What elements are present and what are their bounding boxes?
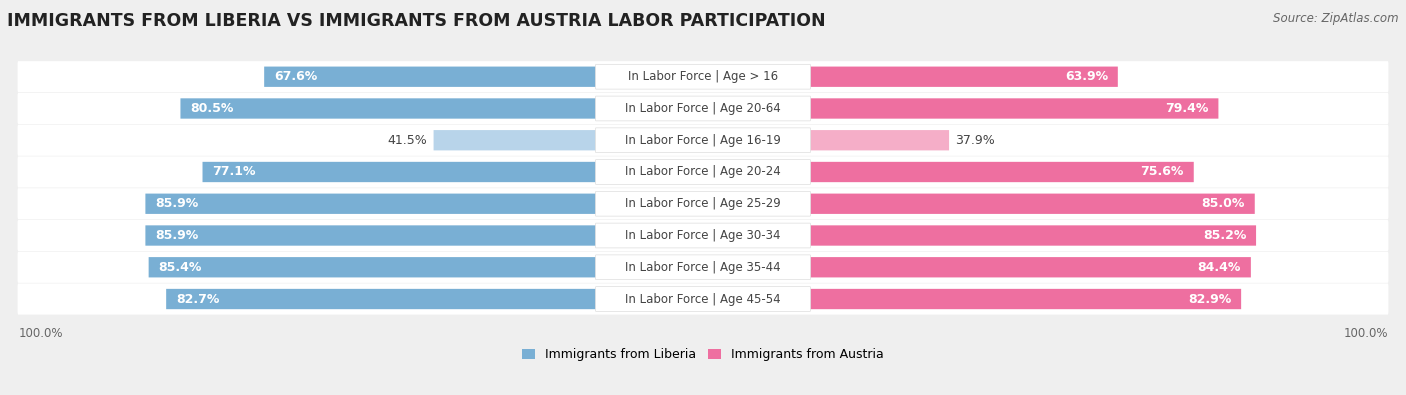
- Text: 85.0%: 85.0%: [1202, 197, 1244, 210]
- FancyBboxPatch shape: [595, 128, 811, 152]
- Text: 80.5%: 80.5%: [190, 102, 233, 115]
- FancyBboxPatch shape: [18, 220, 1388, 251]
- Text: 77.1%: 77.1%: [212, 166, 256, 179]
- Text: 100.0%: 100.0%: [1343, 327, 1388, 340]
- FancyBboxPatch shape: [595, 64, 811, 89]
- Text: In Labor Force | Age 45-54: In Labor Force | Age 45-54: [626, 293, 780, 305]
- FancyBboxPatch shape: [703, 194, 1254, 214]
- FancyBboxPatch shape: [18, 93, 1388, 124]
- FancyBboxPatch shape: [595, 223, 811, 248]
- FancyBboxPatch shape: [145, 194, 703, 214]
- Text: In Labor Force | Age 30-34: In Labor Force | Age 30-34: [626, 229, 780, 242]
- Text: 82.9%: 82.9%: [1188, 293, 1232, 305]
- FancyBboxPatch shape: [703, 257, 1251, 277]
- FancyBboxPatch shape: [595, 191, 811, 216]
- Text: In Labor Force | Age 16-19: In Labor Force | Age 16-19: [626, 134, 780, 147]
- Text: 85.4%: 85.4%: [159, 261, 202, 274]
- FancyBboxPatch shape: [18, 188, 1388, 219]
- Text: In Labor Force | Age > 16: In Labor Force | Age > 16: [628, 70, 778, 83]
- FancyBboxPatch shape: [703, 98, 1219, 118]
- Text: 75.6%: 75.6%: [1140, 166, 1184, 179]
- Text: 41.5%: 41.5%: [388, 134, 427, 147]
- FancyBboxPatch shape: [18, 252, 1388, 283]
- Legend: Immigrants from Liberia, Immigrants from Austria: Immigrants from Liberia, Immigrants from…: [522, 348, 884, 361]
- Text: 85.2%: 85.2%: [1204, 229, 1246, 242]
- Text: 67.6%: 67.6%: [274, 70, 318, 83]
- Text: IMMIGRANTS FROM LIBERIA VS IMMIGRANTS FROM AUSTRIA LABOR PARTICIPATION: IMMIGRANTS FROM LIBERIA VS IMMIGRANTS FR…: [7, 12, 825, 30]
- Text: 85.9%: 85.9%: [155, 197, 198, 210]
- FancyBboxPatch shape: [595, 160, 811, 184]
- FancyBboxPatch shape: [149, 257, 703, 277]
- Text: 84.4%: 84.4%: [1198, 261, 1241, 274]
- FancyBboxPatch shape: [703, 130, 949, 150]
- FancyBboxPatch shape: [595, 96, 811, 121]
- Text: 79.4%: 79.4%: [1166, 102, 1209, 115]
- FancyBboxPatch shape: [703, 289, 1241, 309]
- Text: 82.7%: 82.7%: [176, 293, 219, 305]
- Text: In Labor Force | Age 20-24: In Labor Force | Age 20-24: [626, 166, 780, 179]
- FancyBboxPatch shape: [433, 130, 703, 150]
- FancyBboxPatch shape: [595, 255, 811, 280]
- FancyBboxPatch shape: [703, 225, 1256, 246]
- FancyBboxPatch shape: [703, 162, 1194, 182]
- FancyBboxPatch shape: [264, 67, 703, 87]
- FancyBboxPatch shape: [18, 125, 1388, 156]
- FancyBboxPatch shape: [703, 67, 1118, 87]
- FancyBboxPatch shape: [18, 156, 1388, 188]
- FancyBboxPatch shape: [180, 98, 703, 118]
- FancyBboxPatch shape: [145, 225, 703, 246]
- FancyBboxPatch shape: [595, 287, 811, 311]
- Text: 85.9%: 85.9%: [155, 229, 198, 242]
- Text: 63.9%: 63.9%: [1064, 70, 1108, 83]
- Text: Source: ZipAtlas.com: Source: ZipAtlas.com: [1274, 12, 1399, 25]
- Text: In Labor Force | Age 35-44: In Labor Force | Age 35-44: [626, 261, 780, 274]
- FancyBboxPatch shape: [202, 162, 703, 182]
- Text: 37.9%: 37.9%: [956, 134, 995, 147]
- FancyBboxPatch shape: [18, 61, 1388, 92]
- FancyBboxPatch shape: [166, 289, 703, 309]
- FancyBboxPatch shape: [18, 284, 1388, 314]
- Text: 100.0%: 100.0%: [18, 327, 63, 340]
- Text: In Labor Force | Age 25-29: In Labor Force | Age 25-29: [626, 197, 780, 210]
- Text: In Labor Force | Age 20-64: In Labor Force | Age 20-64: [626, 102, 780, 115]
